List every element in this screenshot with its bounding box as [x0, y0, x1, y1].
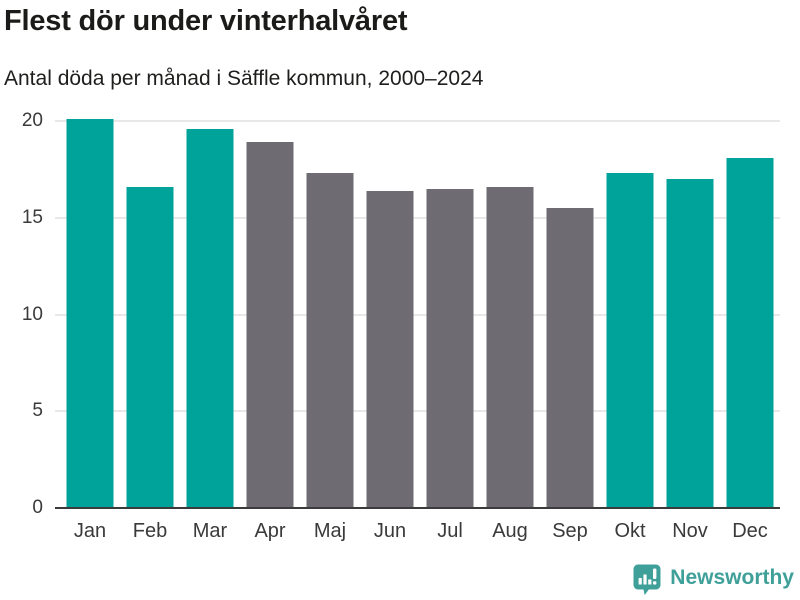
chart-title: Flest dör under vinterhalvåret — [4, 5, 408, 37]
bar-jan — [66, 119, 114, 508]
x-tick-label-jul: Jul — [437, 520, 463, 542]
x-tick-label-jan: Jan — [73, 520, 107, 542]
bar-maj — [306, 173, 354, 508]
gridline-5 — [55, 410, 780, 413]
x-tick-label-okt: Okt — [614, 520, 646, 542]
newsworthy-logo-text: Newsworthy — [670, 566, 794, 589]
bar-nov — [666, 179, 714, 508]
y-axis: 0 5 10 15 20 — [0, 110, 45, 518]
x-tick-label-nov: Nov — [672, 520, 708, 542]
bar-dec — [726, 157, 774, 508]
chart-subtitle: Antal döda per månad i Säffle kommun, 20… — [4, 67, 484, 90]
bar-band-jan: Jan — [60, 119, 120, 542]
x-tick-label-dec: Dec — [732, 520, 768, 542]
x-tick-label-maj: Maj — [313, 520, 347, 542]
y-tick-label-15: 15 — [21, 206, 43, 228]
bar-chart: 0 5 10 15 20 Jan Feb Mar Apr Maj Jun Jul Aug Sep Okt N… — [0, 110, 800, 551]
x-tick-label-mar: Mar — [192, 520, 228, 542]
bar-band-nov: Nov — [660, 121, 720, 542]
bar-jul — [426, 188, 474, 508]
bar-band-dec: Dec — [720, 121, 780, 542]
x-tick-label-apr: Apr — [254, 520, 286, 542]
x-tick-label-jun: Jun — [373, 520, 407, 542]
y-tick-label-20: 20 — [21, 110, 43, 131]
gridline-15 — [55, 216, 780, 219]
x-tick-label-aug: Aug — [492, 520, 528, 542]
bar-band-mar: Mar — [180, 121, 240, 542]
bar-band-apr: Apr — [240, 121, 300, 542]
y-tick-label-10: 10 — [21, 303, 43, 325]
gridline-20 — [55, 120, 780, 122]
x-tick-label-sep: Sep — [552, 520, 588, 542]
bar-band-okt: Okt — [600, 121, 660, 542]
newsworthy-logo: Newsworthy — [633, 564, 794, 596]
bar-band-maj: Maj — [300, 121, 360, 542]
bar-sep — [546, 208, 594, 508]
gridline-10 — [55, 313, 780, 316]
bars-container: Jan Feb Mar Apr Maj Jun Jul Aug Sep Okt Nov Dec — [60, 119, 780, 542]
y-tick-label-5: 5 — [32, 400, 43, 422]
x-tick-label-feb: Feb — [132, 520, 168, 542]
bar-band-jun: Jun — [360, 121, 420, 542]
bar-jun — [366, 190, 414, 508]
bar-band-sep: Sep — [540, 121, 600, 542]
plot-area: Jan Feb Mar Apr Maj Jun Jul Aug Sep Okt Nov Dec — [55, 119, 780, 542]
bar-mar — [186, 128, 234, 508]
bar-aug — [486, 186, 534, 508]
newsworthy-logo-icon — [633, 564, 661, 596]
bar-band-aug: Aug — [480, 121, 540, 542]
bar-band-jul: Jul — [420, 121, 480, 542]
bar-feb — [126, 186, 174, 508]
y-tick-label-0: 0 — [32, 497, 43, 518]
bar-apr — [246, 142, 294, 508]
x-axis-line — [55, 506, 780, 509]
bar-band-feb: Feb — [120, 121, 180, 542]
bar-okt — [606, 173, 654, 508]
